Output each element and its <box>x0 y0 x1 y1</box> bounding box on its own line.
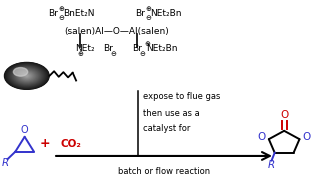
Text: Br: Br <box>135 9 145 18</box>
Text: batch or flow reaction: batch or flow reaction <box>118 167 210 176</box>
Text: ⊕: ⊕ <box>146 6 152 12</box>
Text: ⊕: ⊕ <box>144 41 150 47</box>
Text: (salen)Al—O—Al(salen): (salen)Al—O—Al(salen) <box>64 27 169 36</box>
Circle shape <box>25 74 29 77</box>
Text: ⊕: ⊕ <box>77 51 83 57</box>
Circle shape <box>7 64 47 88</box>
Circle shape <box>17 70 37 82</box>
Text: NEt₂: NEt₂ <box>76 44 95 53</box>
Circle shape <box>22 73 31 79</box>
Circle shape <box>13 67 41 84</box>
Text: ⊖: ⊖ <box>146 15 152 21</box>
Text: Br: Br <box>48 9 58 18</box>
Text: Br: Br <box>103 44 113 53</box>
Text: R: R <box>267 160 275 170</box>
Circle shape <box>7 64 46 88</box>
Circle shape <box>9 65 45 87</box>
Text: ⊖: ⊖ <box>110 51 116 57</box>
Text: ⊖: ⊖ <box>59 15 65 21</box>
Circle shape <box>8 64 46 87</box>
Text: R: R <box>2 158 9 168</box>
Circle shape <box>11 66 43 86</box>
Circle shape <box>5 63 49 89</box>
Circle shape <box>9 65 45 87</box>
Circle shape <box>4 63 49 89</box>
Circle shape <box>22 73 32 79</box>
Circle shape <box>6 63 48 89</box>
Circle shape <box>23 74 31 78</box>
Text: O: O <box>280 110 288 120</box>
Circle shape <box>18 70 36 81</box>
Text: NEt₂Bn: NEt₂Bn <box>146 44 178 53</box>
Circle shape <box>11 67 43 85</box>
Circle shape <box>17 70 36 82</box>
Text: catalyst for: catalyst for <box>143 124 191 132</box>
Circle shape <box>12 67 41 85</box>
Circle shape <box>21 72 33 80</box>
Circle shape <box>9 65 44 86</box>
Text: O: O <box>258 132 266 142</box>
Circle shape <box>15 69 38 83</box>
Circle shape <box>6 64 48 88</box>
Circle shape <box>21 73 32 79</box>
Circle shape <box>14 68 40 84</box>
Text: O: O <box>302 132 311 142</box>
Text: +: + <box>39 137 50 150</box>
Circle shape <box>16 70 37 82</box>
Text: CO₂: CO₂ <box>60 139 81 149</box>
Circle shape <box>20 71 34 80</box>
Text: NEt₂Bn: NEt₂Bn <box>150 9 182 18</box>
Circle shape <box>14 67 28 76</box>
Circle shape <box>14 68 40 84</box>
Circle shape <box>26 75 28 77</box>
Circle shape <box>19 71 35 81</box>
Text: expose to flue gas: expose to flue gas <box>143 92 220 101</box>
Circle shape <box>23 74 30 78</box>
Text: ⊕: ⊕ <box>59 6 65 12</box>
Text: ⊖: ⊖ <box>139 51 145 57</box>
Text: Br: Br <box>132 44 142 53</box>
Text: BnEt₂N: BnEt₂N <box>63 9 94 18</box>
Text: O: O <box>21 125 28 135</box>
Circle shape <box>14 68 39 83</box>
Text: then use as a: then use as a <box>143 109 200 118</box>
Circle shape <box>24 74 30 77</box>
Circle shape <box>10 66 43 86</box>
Circle shape <box>16 69 38 83</box>
Circle shape <box>19 71 35 81</box>
Circle shape <box>20 72 33 80</box>
Circle shape <box>12 67 42 85</box>
Circle shape <box>25 75 28 77</box>
